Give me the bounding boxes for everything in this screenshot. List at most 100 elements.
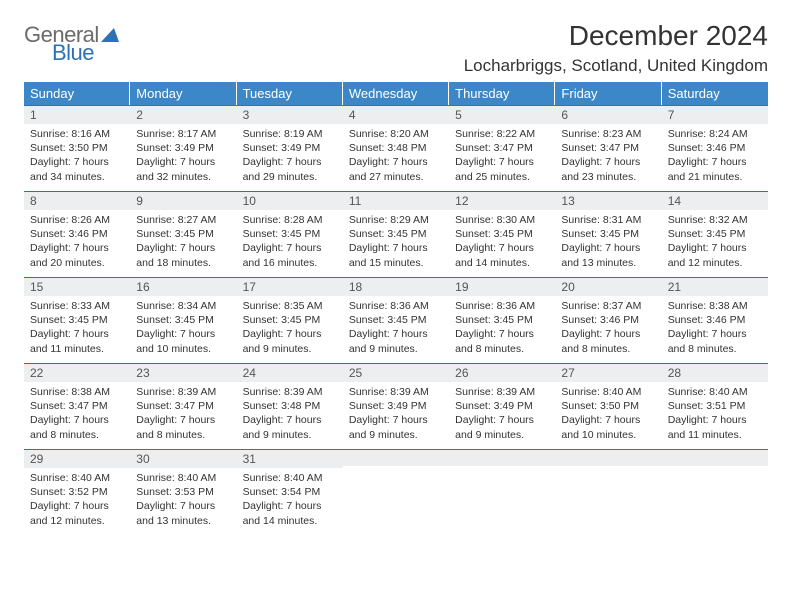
sunrise-line: Sunrise: 8:38 AM [668, 299, 762, 313]
daylight-line: Daylight: 7 hours and 10 minutes. [136, 327, 230, 355]
day-number: 12 [449, 191, 555, 210]
sunset-line: Sunset: 3:49 PM [136, 141, 230, 155]
sunset-line: Sunset: 3:46 PM [668, 141, 762, 155]
dow-cell: Wednesday [343, 82, 449, 105]
day-cell: 3Sunrise: 8:19 AMSunset: 3:49 PMDaylight… [237, 105, 343, 191]
daylight-line: Daylight: 7 hours and 13 minutes. [136, 499, 230, 527]
day-body: Sunrise: 8:32 AMSunset: 3:45 PMDaylight:… [662, 210, 768, 276]
day-cell: 30Sunrise: 8:40 AMSunset: 3:53 PMDayligh… [130, 449, 236, 535]
sunset-line: Sunset: 3:53 PM [136, 485, 230, 499]
day-cell: 28Sunrise: 8:40 AMSunset: 3:51 PMDayligh… [662, 363, 768, 449]
day-cell: 26Sunrise: 8:39 AMSunset: 3:49 PMDayligh… [449, 363, 555, 449]
sunrise-line: Sunrise: 8:32 AM [668, 213, 762, 227]
day-body: Sunrise: 8:39 AMSunset: 3:48 PMDaylight:… [237, 382, 343, 448]
sunset-line: Sunset: 3:46 PM [561, 313, 655, 327]
day-number: 31 [237, 449, 343, 468]
day-number: 24 [237, 363, 343, 382]
sunrise-line: Sunrise: 8:23 AM [561, 127, 655, 141]
day-cell: 5Sunrise: 8:22 AMSunset: 3:47 PMDaylight… [449, 105, 555, 191]
sunset-line: Sunset: 3:46 PM [668, 313, 762, 327]
day-number: 19 [449, 277, 555, 296]
day-number: 2 [130, 105, 236, 124]
day-number: 23 [130, 363, 236, 382]
dow-cell: Friday [555, 82, 661, 105]
day-body: Sunrise: 8:39 AMSunset: 3:49 PMDaylight:… [343, 382, 449, 448]
day-body: Sunrise: 8:38 AMSunset: 3:47 PMDaylight:… [24, 382, 130, 448]
sunrise-line: Sunrise: 8:38 AM [30, 385, 124, 399]
day-cell: 17Sunrise: 8:35 AMSunset: 3:45 PMDayligh… [237, 277, 343, 363]
month-title: December 2024 [464, 20, 768, 52]
day-number: 13 [555, 191, 661, 210]
dow-cell: Thursday [449, 82, 555, 105]
sunset-line: Sunset: 3:48 PM [349, 141, 443, 155]
week-row: 8Sunrise: 8:26 AMSunset: 3:46 PMDaylight… [24, 191, 768, 277]
dow-cell: Saturday [662, 82, 768, 105]
day-cell: 6Sunrise: 8:23 AMSunset: 3:47 PMDaylight… [555, 105, 661, 191]
day-body: Sunrise: 8:22 AMSunset: 3:47 PMDaylight:… [449, 124, 555, 190]
sunrise-line: Sunrise: 8:40 AM [668, 385, 762, 399]
day-cell: 20Sunrise: 8:37 AMSunset: 3:46 PMDayligh… [555, 277, 661, 363]
day-body: Sunrise: 8:17 AMSunset: 3:49 PMDaylight:… [130, 124, 236, 190]
day-cell: 2Sunrise: 8:17 AMSunset: 3:49 PMDaylight… [130, 105, 236, 191]
daylight-line: Daylight: 7 hours and 9 minutes. [243, 327, 337, 355]
sunrise-line: Sunrise: 8:29 AM [349, 213, 443, 227]
day-cell: 7Sunrise: 8:24 AMSunset: 3:46 PMDaylight… [662, 105, 768, 191]
sunrise-line: Sunrise: 8:37 AM [561, 299, 655, 313]
day-cell: 21Sunrise: 8:38 AMSunset: 3:46 PMDayligh… [662, 277, 768, 363]
sunset-line: Sunset: 3:47 PM [455, 141, 549, 155]
sunrise-line: Sunrise: 8:28 AM [243, 213, 337, 227]
sunset-line: Sunset: 3:45 PM [349, 313, 443, 327]
logo-word-2: Blue [52, 42, 119, 64]
daylight-line: Daylight: 7 hours and 8 minutes. [136, 413, 230, 441]
daylight-line: Daylight: 7 hours and 10 minutes. [561, 413, 655, 441]
day-number: 16 [130, 277, 236, 296]
daylight-line: Daylight: 7 hours and 27 minutes. [349, 155, 443, 183]
day-body: Sunrise: 8:16 AMSunset: 3:50 PMDaylight:… [24, 124, 130, 190]
day-cell [449, 449, 555, 535]
day-number: 6 [555, 105, 661, 124]
day-cell: 16Sunrise: 8:34 AMSunset: 3:45 PMDayligh… [130, 277, 236, 363]
day-body: Sunrise: 8:37 AMSunset: 3:46 PMDaylight:… [555, 296, 661, 362]
day-number: 25 [343, 363, 449, 382]
day-number: 7 [662, 105, 768, 124]
sunrise-line: Sunrise: 8:36 AM [455, 299, 549, 313]
day-number [449, 449, 555, 466]
day-body: Sunrise: 8:23 AMSunset: 3:47 PMDaylight:… [555, 124, 661, 190]
daylight-line: Daylight: 7 hours and 11 minutes. [668, 413, 762, 441]
day-body: Sunrise: 8:40 AMSunset: 3:54 PMDaylight:… [237, 468, 343, 534]
daylight-line: Daylight: 7 hours and 8 minutes. [561, 327, 655, 355]
day-number: 4 [343, 105, 449, 124]
sunrise-line: Sunrise: 8:16 AM [30, 127, 124, 141]
day-cell: 14Sunrise: 8:32 AMSunset: 3:45 PMDayligh… [662, 191, 768, 277]
day-number: 18 [343, 277, 449, 296]
day-body: Sunrise: 8:33 AMSunset: 3:45 PMDaylight:… [24, 296, 130, 362]
sunrise-line: Sunrise: 8:22 AM [455, 127, 549, 141]
daylight-line: Daylight: 7 hours and 8 minutes. [455, 327, 549, 355]
daylight-line: Daylight: 7 hours and 32 minutes. [136, 155, 230, 183]
day-body [343, 466, 449, 524]
day-number: 11 [343, 191, 449, 210]
day-number: 14 [662, 191, 768, 210]
sunrise-line: Sunrise: 8:39 AM [349, 385, 443, 399]
sunset-line: Sunset: 3:45 PM [455, 227, 549, 241]
day-body: Sunrise: 8:38 AMSunset: 3:46 PMDaylight:… [662, 296, 768, 362]
day-cell: 22Sunrise: 8:38 AMSunset: 3:47 PMDayligh… [24, 363, 130, 449]
day-body [449, 466, 555, 524]
day-body: Sunrise: 8:26 AMSunset: 3:46 PMDaylight:… [24, 210, 130, 276]
calendar: SundayMondayTuesdayWednesdayThursdayFrid… [24, 82, 768, 535]
day-cell: 27Sunrise: 8:40 AMSunset: 3:50 PMDayligh… [555, 363, 661, 449]
day-number [662, 449, 768, 466]
sunset-line: Sunset: 3:52 PM [30, 485, 124, 499]
day-number: 15 [24, 277, 130, 296]
day-body: Sunrise: 8:40 AMSunset: 3:50 PMDaylight:… [555, 382, 661, 448]
dow-row: SundayMondayTuesdayWednesdayThursdayFrid… [24, 82, 768, 105]
sunset-line: Sunset: 3:45 PM [243, 227, 337, 241]
sunset-line: Sunset: 3:47 PM [136, 399, 230, 413]
day-number: 22 [24, 363, 130, 382]
day-number: 27 [555, 363, 661, 382]
day-number: 30 [130, 449, 236, 468]
day-body: Sunrise: 8:31 AMSunset: 3:45 PMDaylight:… [555, 210, 661, 276]
day-cell: 10Sunrise: 8:28 AMSunset: 3:45 PMDayligh… [237, 191, 343, 277]
dow-cell: Monday [130, 82, 236, 105]
sunset-line: Sunset: 3:45 PM [349, 227, 443, 241]
